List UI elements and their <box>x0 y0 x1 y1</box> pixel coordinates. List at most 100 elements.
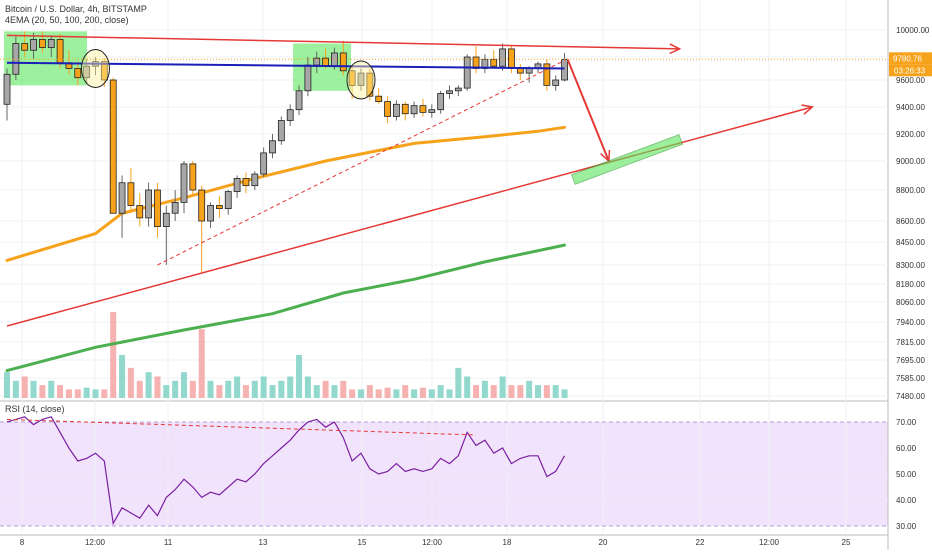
candle-body <box>154 189 161 227</box>
candle-body <box>304 64 312 92</box>
price-tick-label: 8450.00 <box>896 238 925 247</box>
price-tick-label: 7585.00 <box>896 374 925 383</box>
upper-channel-line <box>6 34 680 50</box>
volume-bar <box>402 385 409 398</box>
resistance-line <box>6 61 565 70</box>
last-price-value: 9780.76 <box>893 54 922 63</box>
rsi-indicator-label: RSI (14, close) <box>5 404 65 414</box>
candle-body <box>224 191 232 210</box>
candle-body <box>100 61 108 81</box>
candle-body <box>30 39 37 51</box>
volume-bar <box>296 355 303 398</box>
volume-bar <box>101 389 108 398</box>
time-tick-label: 25 <box>842 538 851 547</box>
volume-bar <box>358 389 364 398</box>
countdown-value: 03:26:33 <box>894 66 926 75</box>
candle-body <box>525 68 533 74</box>
volume-bar <box>499 376 506 398</box>
volume-bar <box>207 380 214 398</box>
candle-body <box>233 177 241 192</box>
volume-bar <box>481 380 488 398</box>
time-tick-label: 18 <box>503 538 512 547</box>
candle-body <box>171 201 179 214</box>
volume-bar <box>366 385 373 398</box>
volume-bar <box>198 329 205 398</box>
candle-body <box>446 90 453 94</box>
volume-bar <box>251 380 258 398</box>
volume-bar <box>4 372 10 398</box>
volume-bar <box>216 385 223 398</box>
candle-body <box>357 72 365 86</box>
volume-bar <box>375 389 382 398</box>
highlight-ellipse <box>346 60 376 100</box>
volume-bar <box>57 385 64 398</box>
candle-body <box>207 205 214 222</box>
volume-bar <box>561 389 568 398</box>
candle-body <box>242 177 250 187</box>
candle-body <box>286 109 294 121</box>
volume-bar <box>526 380 533 398</box>
candle-body <box>454 87 462 92</box>
volume-bar <box>225 380 232 398</box>
candle-body <box>295 90 303 111</box>
volume-bar <box>278 380 285 398</box>
candle-body <box>3 73 11 105</box>
price-tick-label: 9200.00 <box>896 130 925 139</box>
volume-bar <box>455 367 462 398</box>
rsi-tick-label: 60.00 <box>896 444 917 453</box>
volume-bar <box>181 372 187 398</box>
price-tick-label: 8060.00 <box>896 298 925 307</box>
volume-bar <box>136 380 143 398</box>
candle-body <box>384 101 391 117</box>
candle-body <box>277 120 285 142</box>
rsi-tick-label: 30.00 <box>896 522 917 531</box>
volume-bar <box>552 385 559 398</box>
volume-bar <box>48 380 55 398</box>
candle-body <box>162 212 170 227</box>
volume-bar <box>446 389 453 398</box>
candle-body <box>437 93 445 111</box>
volume-bar <box>535 385 541 398</box>
last-price-tag <box>889 52 932 65</box>
candle-body <box>401 103 409 115</box>
volume-bar <box>74 389 81 398</box>
candle-body <box>490 58 498 67</box>
price-tick-label: 9000.00 <box>896 157 925 166</box>
candle-body <box>366 72 374 97</box>
candle-body <box>463 56 471 89</box>
candle-body <box>561 58 568 81</box>
target-zone <box>571 134 684 185</box>
candle-body <box>339 52 347 72</box>
candle-body <box>516 68 524 74</box>
candle-body <box>127 182 135 206</box>
projection-arrow <box>566 58 610 162</box>
volume-bar <box>411 389 418 398</box>
candle-body <box>375 95 383 102</box>
volume-bar <box>65 389 72 398</box>
volume-bar <box>154 376 161 398</box>
volume-bar <box>464 376 471 398</box>
volume-bar <box>127 367 134 398</box>
time-tick-label: 11 <box>164 538 173 547</box>
volume-bar <box>313 385 320 398</box>
price-tick-label: 9400.00 <box>896 103 925 112</box>
volume-bar <box>172 380 179 398</box>
time-tick-label: 20 <box>599 538 608 547</box>
volume-bar <box>428 389 435 398</box>
support-trendline-dashed <box>157 60 565 266</box>
volume-bar <box>269 385 276 398</box>
time-tick-label: 12:00 <box>85 538 106 547</box>
price-tick-label: 7815.00 <box>896 338 925 347</box>
price-tick-label: 8300.00 <box>896 261 925 270</box>
countdown-tag <box>889 64 932 77</box>
volume-bar <box>331 385 338 398</box>
price-tick-label: 8180.00 <box>896 280 925 289</box>
candle-body <box>410 105 418 115</box>
time-tick-label: 22 <box>696 538 705 547</box>
highlight-ellipse <box>81 49 110 88</box>
ema-50-line <box>5 125 566 262</box>
chart-title: Bitcoin / U.S. Dollar, 4h, BITSTAMP <box>5 4 147 14</box>
price-tick-label: 8600.00 <box>896 217 925 226</box>
